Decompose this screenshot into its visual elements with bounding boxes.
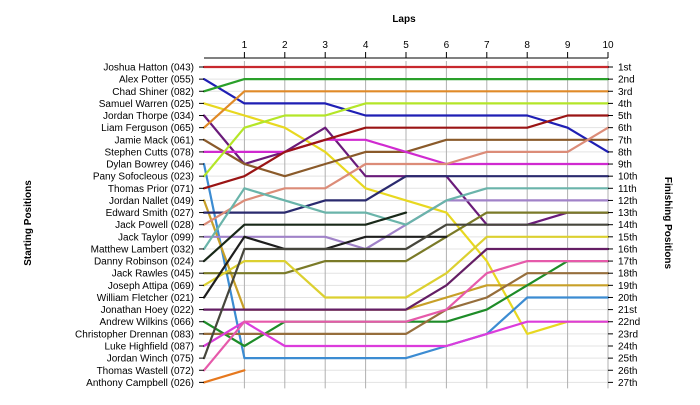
series-line [202, 369, 246, 384]
series-line [202, 126, 610, 226]
series-line [202, 102, 610, 335]
finish-label: 7th [618, 135, 632, 146]
series-line [202, 247, 610, 311]
lap-tick-label: 2 [282, 40, 288, 51]
finish-label: 2nd [618, 75, 635, 86]
series-line [202, 138, 610, 166]
driver-label: Jordan Winch (075) [107, 354, 194, 365]
series-line [202, 320, 610, 348]
finish-label: 10th [618, 172, 637, 183]
finish-label: 6th [618, 123, 632, 134]
driver-label: Matthew Lambert (032) [91, 244, 194, 255]
driver-label: Jonathan Hoey (022) [101, 305, 194, 316]
series-line [202, 272, 610, 335]
finish-label: 19th [618, 281, 637, 292]
driver-label: Luke Highfield (087) [105, 341, 195, 352]
driver-label: Samuel Warren (025) [99, 99, 194, 110]
finish-label: 18th [618, 269, 637, 280]
finish-label: 17th [618, 257, 637, 268]
finish-label: 24th [618, 341, 637, 352]
driver-label: Thomas Prior (071) [108, 184, 194, 195]
series-line [202, 78, 610, 153]
finish-label: 26th [618, 366, 637, 377]
series-line [202, 90, 610, 129]
lap-tick-label: 7 [484, 40, 490, 51]
driver-label: Joseph Attipa (069) [108, 281, 194, 292]
series-line [202, 114, 610, 190]
driver-label: Stephen Cutts (078) [105, 147, 195, 158]
driver-label: Jack Rawles (045) [112, 269, 194, 280]
driver-label: Joshua Hatton (043) [103, 63, 194, 74]
y-axis-label-right: Finishing Positions [662, 177, 673, 270]
lap-tick-label: 1 [242, 40, 248, 51]
driver-label: Liam Ferguson (065) [101, 123, 194, 134]
finish-label: 25th [618, 354, 637, 365]
finish-label: 20th [618, 293, 637, 304]
driver-label: Jamie Mack (061) [115, 135, 194, 146]
lap-tick-label: 9 [565, 40, 571, 51]
lap-tick-label: 10 [602, 40, 614, 51]
driver-label: Andrew Wilkins (066) [100, 317, 194, 328]
finish-label: 23rd [618, 329, 638, 340]
finish-label: 9th [618, 160, 632, 171]
series-line [202, 102, 610, 178]
finish-label: 12th [618, 196, 637, 207]
driver-label: Edward Smith (027) [106, 208, 194, 219]
finish-label: 27th [618, 378, 637, 389]
driver-label: Pany Sofocleous (023) [93, 172, 194, 183]
finish-label: 13th [618, 208, 637, 219]
finish-label: 4th [618, 99, 632, 110]
finish-label: 15th [618, 232, 637, 243]
finish-label: 21st [618, 305, 637, 316]
series-line [202, 211, 610, 275]
y-axis-label-left: Starting Positions [23, 180, 34, 266]
series-line [202, 78, 610, 93]
driver-label: Christopher Drennan (083) [75, 329, 194, 340]
driver-label: Dylan Bowrey (046) [106, 160, 194, 171]
series-line [202, 162, 610, 360]
lap-tick-label: 4 [363, 40, 369, 51]
driver-label: Jack Powell (028) [115, 220, 194, 231]
finish-label: 3rd [618, 87, 632, 98]
lap-tick-label: 3 [322, 40, 328, 51]
driver-label: Danny Robinson (024) [94, 257, 194, 268]
driver-label: Thomas Wastell (072) [97, 366, 194, 377]
series-line [202, 187, 610, 251]
driver-label: Alex Potter (055) [119, 75, 194, 86]
series-line [202, 211, 408, 263]
lap-tick-label: 8 [524, 40, 530, 51]
lap-tick-label: 6 [444, 40, 450, 51]
series-line [202, 175, 610, 214]
labels: 1 2 3 4 5 6 7 8 9 10 Joshua Hatton (043)Alex Potte… [75, 40, 640, 389]
chart-title: Laps [392, 14, 416, 25]
finish-label: 5th [618, 111, 632, 122]
finish-label: 16th [618, 244, 637, 255]
series-line [202, 223, 610, 360]
finish-label: 22nd [618, 317, 640, 328]
driver-label: Jordan Thorpe (034) [103, 111, 194, 122]
driver-label: Chad Shiner (082) [112, 87, 194, 98]
lap-tick-label: 5 [403, 40, 409, 51]
series-line [202, 260, 610, 372]
series-lines [202, 65, 610, 384]
finish-label: 14th [618, 220, 637, 231]
series-line [202, 235, 610, 299]
driver-label: Jack Taylor (099) [118, 232, 194, 243]
finish-label: 11th [618, 184, 637, 195]
finish-label: 1st [618, 63, 632, 74]
driver-label: Anthony Campbell (026) [86, 378, 194, 389]
driver-label: William Fletcher (021) [97, 293, 194, 304]
driver-label: Jordan Nallet (049) [109, 196, 194, 207]
finish-label: 8th [618, 147, 632, 158]
